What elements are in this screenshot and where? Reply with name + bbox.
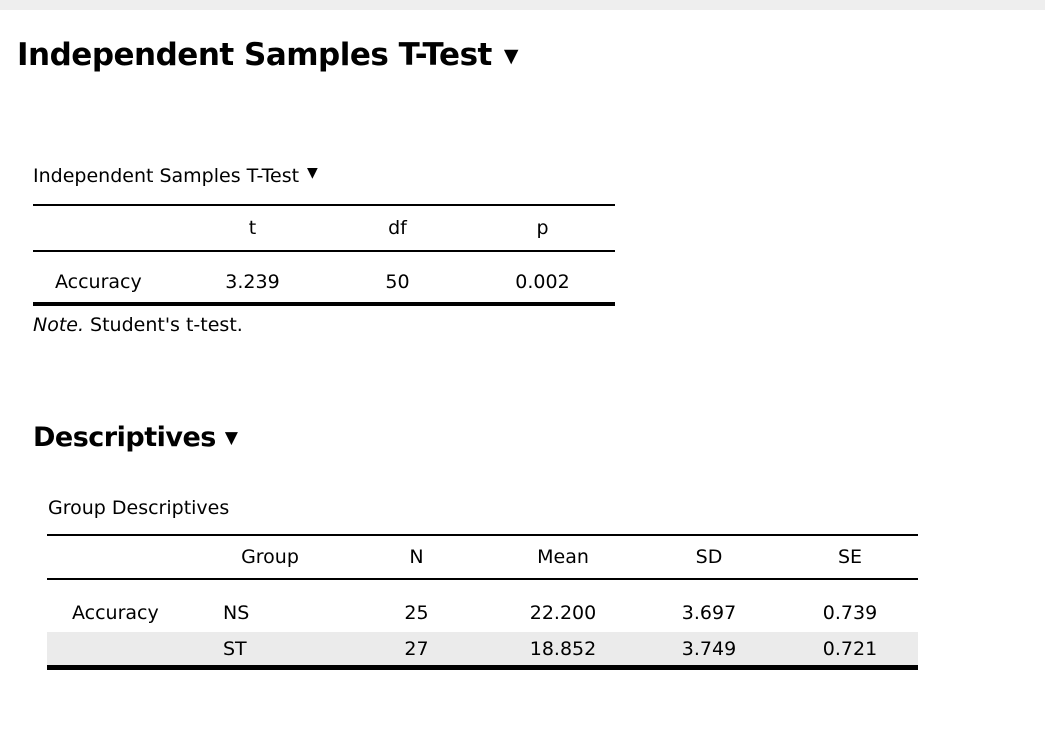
ttest-table-title[interactable]: Independent Samples T-Test ▼ xyxy=(33,164,1045,190)
descriptives-table-title[interactable]: Group Descriptives xyxy=(48,496,1045,521)
group-cell: ST xyxy=(197,632,343,665)
chevron-down-icon[interactable]: ▼ xyxy=(224,428,238,448)
descriptives-table-bottom-rule xyxy=(47,665,918,670)
column-header-mean: Mean xyxy=(490,534,636,580)
column-header-df: df xyxy=(325,204,470,252)
mean-cell: 22.200 xyxy=(529,602,597,624)
results-main-heading[interactable]: Independent Samples T-Test ▼ xyxy=(17,36,1045,78)
table-row: Accuracy 3.239 50 0.002 xyxy=(33,251,615,302)
table-note: Note. Student's t-test. xyxy=(33,313,1045,337)
chevron-down-icon[interactable]: ▼ xyxy=(307,165,318,181)
ttest-header-row: t df p xyxy=(33,204,615,252)
sd-cell: 3.697 xyxy=(681,602,737,624)
descriptives-table-title-label: Group Descriptives xyxy=(48,497,230,519)
n-cell: 27 xyxy=(343,632,490,665)
ttest-table-bottom-rule xyxy=(33,302,615,306)
column-header-n: N xyxy=(343,534,490,580)
table-row: ST 27 18.852 3.749 0.721 xyxy=(47,632,918,665)
descriptives-header-row: Group N Mean SD SE xyxy=(47,534,918,580)
descriptives-heading[interactable]: Descriptives ▼ xyxy=(33,421,1045,458)
df-value-cell: 50 xyxy=(385,271,410,293)
t-value-cell: 3.239 xyxy=(225,271,280,293)
table-row: Accuracy NS 25 22.200 3.697 0.739 xyxy=(47,579,918,632)
results-main-heading-label: Independent Samples T-Test xyxy=(17,37,492,73)
n-cell: 25 xyxy=(404,602,429,624)
column-header-group: Group xyxy=(197,534,343,580)
column-header-se: SE xyxy=(782,534,918,580)
se-cell: 0.721 xyxy=(782,632,918,665)
sd-cell: 3.749 xyxy=(636,632,782,665)
ttest-table-title-label: Independent Samples T-Test xyxy=(33,165,300,187)
note-label: Note. xyxy=(33,314,85,336)
chevron-down-icon[interactable]: ▼ xyxy=(503,45,519,67)
column-header-sd: SD xyxy=(636,534,782,580)
column-header-t: t xyxy=(180,204,325,252)
note-text: Student's t-test. xyxy=(90,314,243,336)
descriptives-heading-label: Descriptives xyxy=(33,422,216,453)
row-label-cell: Accuracy xyxy=(72,602,159,624)
descriptives-table: Group N Mean SD SE Accuracy NS 25 22.200… xyxy=(47,534,918,665)
row-label-cell xyxy=(47,632,197,665)
row-label-cell: Accuracy xyxy=(55,271,142,293)
column-header-empty xyxy=(33,204,180,252)
column-header-p: p xyxy=(470,204,615,252)
se-cell: 0.739 xyxy=(822,602,878,624)
mean-cell: 18.852 xyxy=(490,632,636,665)
p-value-cell: 0.002 xyxy=(515,271,570,293)
group-cell: NS xyxy=(223,602,250,624)
column-header-empty xyxy=(47,534,197,580)
ttest-table: t df p Accuracy 3.239 50 0.002 xyxy=(33,204,615,302)
top-strip xyxy=(0,0,1045,10)
